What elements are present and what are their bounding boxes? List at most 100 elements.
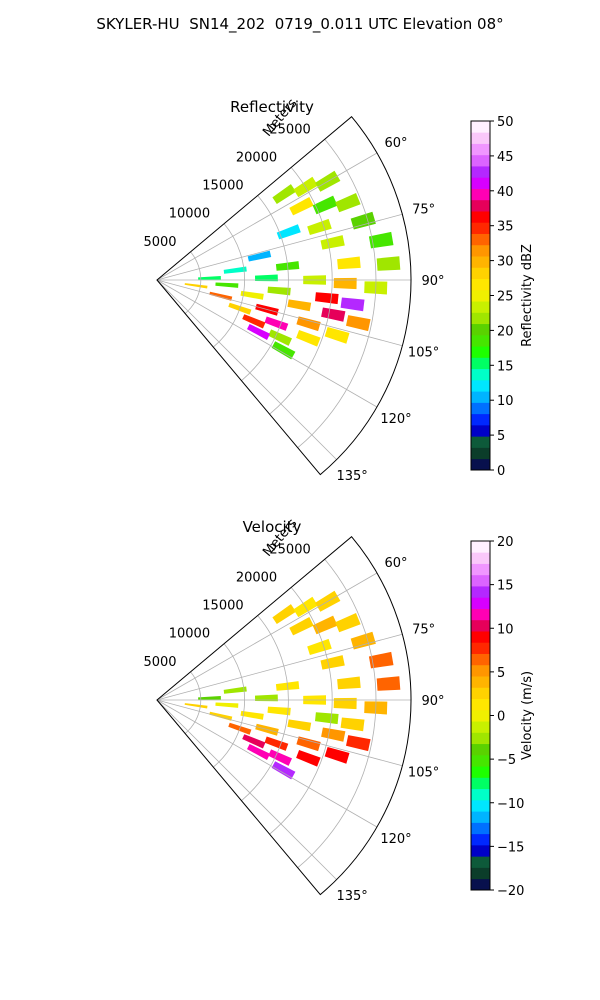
colorbar-swatch-22: [471, 211, 490, 223]
colorbar-swatch-19: [471, 244, 490, 257]
echo-cell-17: [333, 697, 357, 710]
echo-cell-24: [240, 710, 264, 720]
echo-cell-0: [272, 184, 296, 204]
colorbar-tick-label: 45: [497, 150, 514, 165]
angular-tick-label: 60°: [384, 136, 407, 151]
echo-cell-7: [307, 218, 332, 235]
colorbar-swatch-12: [471, 323, 490, 336]
colorbar-tick-label: 20: [497, 535, 514, 550]
colorbar-swatch-11: [471, 754, 490, 767]
echo-cell-5: [335, 613, 361, 633]
azimuth-spoke-0: [156, 572, 378, 701]
echo-cell-25: [184, 283, 208, 289]
figure-title: SKYLER-HU SN14_202 0719_0.011 UTC Elevat…: [96, 15, 504, 33]
angular-tick-label: 135°: [336, 469, 367, 484]
colorbar-tick-label: 5: [497, 666, 505, 681]
colorbar-tick-label: −5: [497, 753, 516, 768]
radial-tick-label: 10000: [169, 207, 210, 222]
echo-cell-17: [255, 274, 278, 282]
colorbar-tick-label: 5: [497, 429, 505, 444]
echo-cell-28: [321, 307, 346, 322]
echo-cell-6: [307, 638, 332, 655]
colorbar-swatch-5: [471, 822, 490, 835]
echo-cell-20: [267, 706, 291, 716]
range-ring-2: [241, 615, 289, 801]
echo-cell-10: [320, 235, 345, 250]
angular-tick-label: 60°: [384, 556, 407, 571]
colorbar-swatch-11: [471, 334, 490, 347]
colorbar-swatch-23: [471, 199, 490, 212]
radial-tick-label: 20000: [236, 570, 277, 585]
colorbar-swatch-10: [471, 766, 490, 778]
echo-cell-13: [376, 676, 401, 691]
radial-tick-label: 5000: [143, 235, 176, 250]
angular-tick-label: 105°: [408, 345, 439, 360]
colorbar-tick-label: 0: [497, 464, 505, 479]
colorbar-tick-label: 15: [497, 359, 514, 374]
echo-cell-21: [315, 712, 339, 725]
echo-cell-39: [247, 324, 271, 340]
azimuth-spoke-1: [156, 633, 403, 701]
colorbar-swatch-15: [471, 709, 490, 722]
colorbar-tick-label: 0: [497, 710, 505, 725]
echo-cell-33: [324, 327, 350, 344]
colorbar-tick-label: −20: [497, 884, 524, 899]
colorbar-swatch-26: [471, 586, 490, 598]
echo-cell-32: [296, 316, 321, 332]
colorbar-swatch-19: [471, 664, 490, 677]
colorbar-tick-label: 25: [497, 290, 514, 305]
colorbar-swatch-1: [471, 447, 490, 460]
echo-cell-8: [350, 211, 376, 230]
echo-cell-36: [268, 749, 292, 766]
colorbar-swatch-8: [471, 368, 490, 381]
echo-cell-27: [346, 735, 371, 752]
colorbar-swatch-8: [471, 788, 490, 801]
colorbar-swatch-2: [471, 436, 490, 448]
colorbar-swatch-22: [471, 631, 490, 643]
echo-cell-23: [315, 292, 339, 305]
colorbar-tick-label: 40: [497, 185, 514, 200]
colorbar-swatch-21: [471, 222, 490, 234]
echo-cell-5: [335, 193, 361, 213]
colorbar-swatch-29: [471, 132, 490, 144]
radial-tick-label: 5000: [143, 655, 176, 670]
echo-cell-29: [346, 315, 371, 332]
colorbar-swatch-30: [471, 541, 490, 553]
echo-cell-26: [240, 290, 264, 300]
colorbar-swatch-9: [471, 777, 490, 790]
colorbar-tick-label: 50: [497, 115, 514, 130]
echo-cell-19: [215, 702, 239, 708]
echo-cell-26: [321, 727, 346, 742]
colorbar-label: Reflectivity dBZ: [520, 244, 535, 347]
echo-cell-3: [289, 617, 314, 636]
echo-cell-10: [223, 686, 247, 694]
echo-cell-27: [287, 299, 312, 312]
colorbar-swatch-18: [471, 676, 490, 688]
colorbar-label: Velocity (m/s): [520, 671, 535, 760]
colorbar-swatch-7: [471, 799, 490, 812]
colorbar-swatch-18: [471, 256, 490, 268]
echo-cell-11: [368, 231, 394, 249]
echo-cell-22: [267, 286, 291, 296]
echo-cell-12: [337, 676, 361, 690]
range-ring-1: [213, 643, 245, 768]
colorbar-swatch-15: [471, 289, 490, 302]
colorbar-swatch-20: [471, 233, 490, 246]
colorbar-swatch-28: [471, 563, 490, 576]
range-ring-1: [213, 223, 245, 348]
echo-cell-40: [271, 341, 296, 360]
colorbar-swatch-20: [471, 653, 490, 666]
angular-tick-label: 120°: [380, 412, 411, 427]
echo-cell-19: [333, 277, 357, 290]
colorbar-swatch-29: [471, 552, 490, 564]
echo-cell-23: [184, 703, 208, 709]
azimuth-spoke-5: [156, 279, 337, 460]
radial-tick-label: 15000: [202, 179, 243, 194]
panel-title: Velocity: [243, 518, 302, 536]
colorbar-swatch-6: [471, 391, 490, 403]
echo-cell-0: [272, 604, 296, 624]
radial-tick-label: 20000: [236, 150, 277, 165]
sector-outline: [156, 536, 412, 896]
colorbar-swatch-1: [471, 867, 490, 880]
echo-cell-37: [242, 314, 266, 329]
